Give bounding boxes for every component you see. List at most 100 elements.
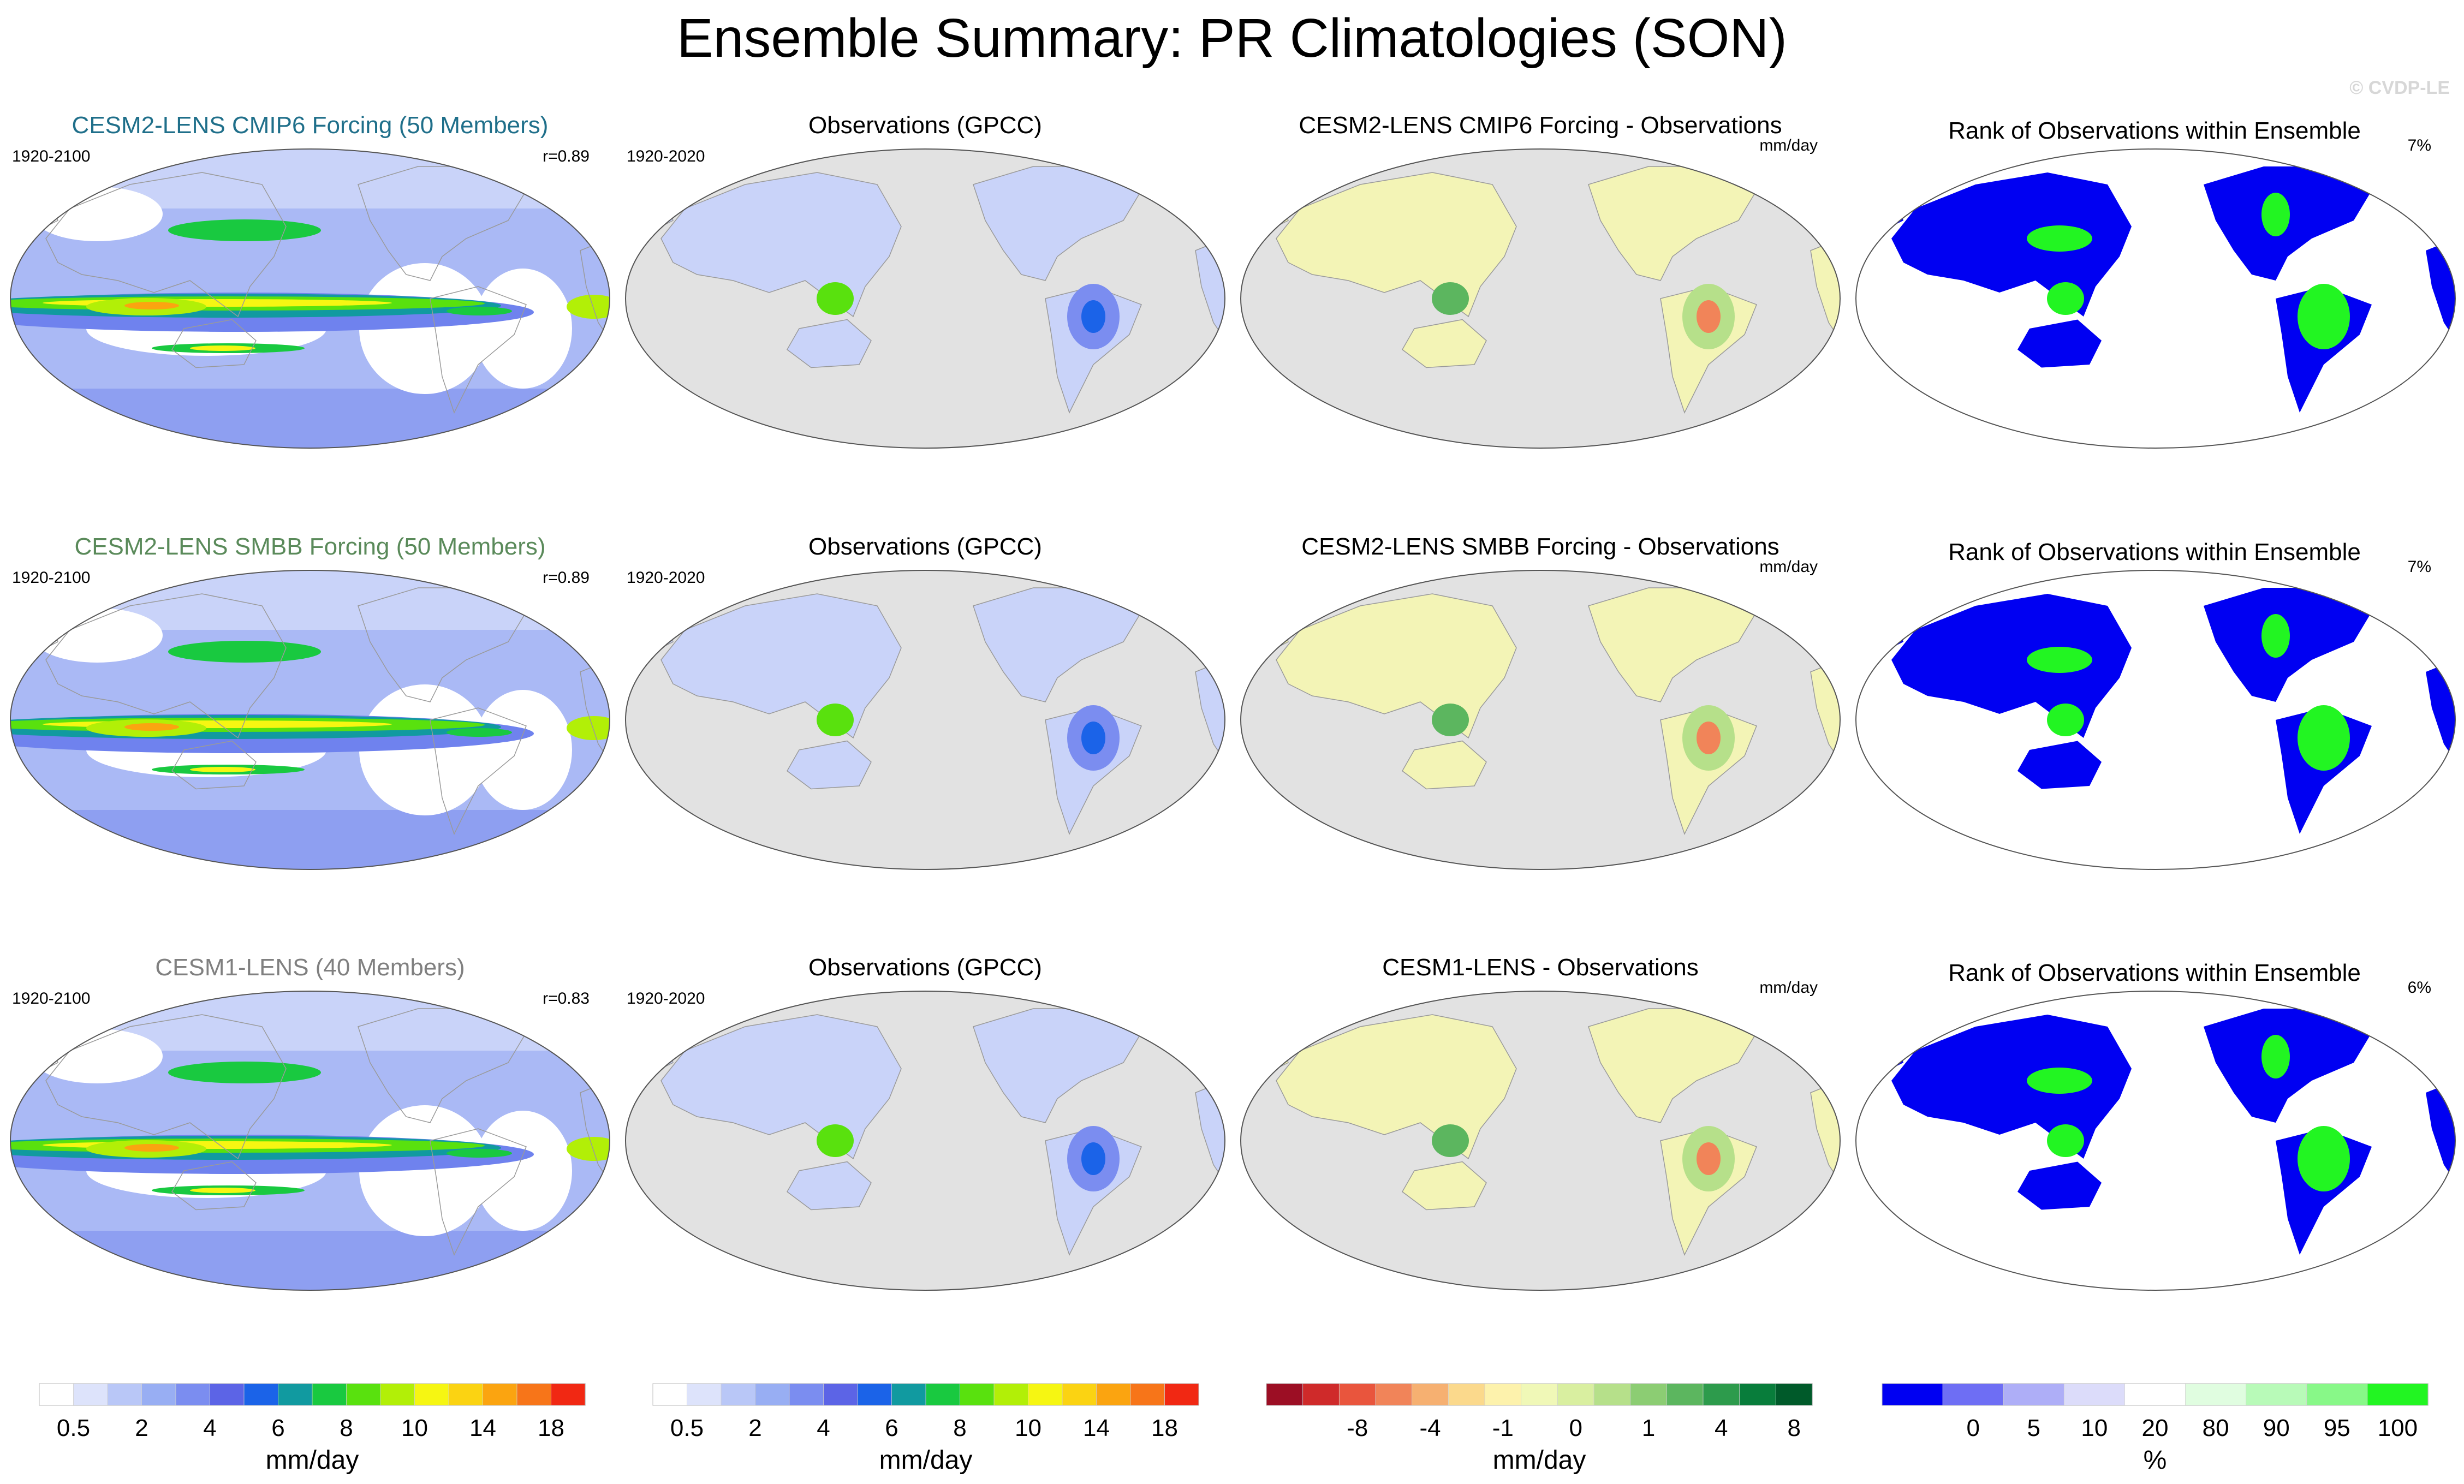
colorbar-swatch bbox=[823, 1383, 858, 1406]
colorbar-swatch bbox=[107, 1383, 142, 1406]
colorbar-tick-label: 6 bbox=[885, 1415, 898, 1441]
map-panel bbox=[10, 991, 610, 1291]
colorbar-swatch bbox=[721, 1383, 756, 1406]
model-years: 1920-2100 bbox=[12, 569, 90, 587]
colorbar-units-label: mm/day bbox=[879, 1446, 973, 1475]
colorbar-swatch bbox=[1448, 1383, 1485, 1406]
colorbar-swatch bbox=[1164, 1383, 1199, 1406]
pattern-correlation: r=0.89 bbox=[543, 147, 590, 165]
colorbar-tick-label: 8 bbox=[340, 1415, 353, 1441]
rank-percentage: 6% bbox=[2408, 979, 2431, 997]
rank-title: Rank of Observations within Ensemble bbox=[1948, 959, 2361, 986]
colorbar-tick-label: 0 bbox=[1966, 1415, 1979, 1441]
colorbar-swatch bbox=[380, 1383, 415, 1406]
colorbar: -8 -4 -1 0 1 4 8 mm/day bbox=[1266, 1383, 1813, 1475]
rank-field bbox=[1856, 570, 2455, 869]
colorbar-units-label: mm/day bbox=[266, 1446, 359, 1475]
colorbar-swatch bbox=[857, 1383, 892, 1406]
diff-units: mm/day bbox=[1759, 136, 1818, 154]
diff-title: CESM1-LENS - Observations bbox=[1382, 954, 1699, 981]
colorbar-tick-label: 0 bbox=[1569, 1415, 1582, 1441]
colorbar-tick-label: 0.5 bbox=[670, 1415, 704, 1441]
colorbar-tick-label: 1 bbox=[1642, 1415, 1655, 1441]
colorbar-swatch bbox=[755, 1383, 790, 1406]
map-panel bbox=[625, 570, 1225, 870]
colorbar-swatch bbox=[39, 1383, 74, 1406]
rank-title: Rank of Observations within Ensemble bbox=[1948, 539, 2361, 565]
colorbar-units-label: % bbox=[2144, 1446, 2167, 1475]
colorbar-swatch bbox=[1096, 1383, 1131, 1406]
obs-field bbox=[626, 570, 1225, 869]
colorbar-swatch bbox=[1338, 1383, 1376, 1406]
colorbar-tick-label: 18 bbox=[538, 1415, 564, 1441]
colorbar-swatch bbox=[1739, 1383, 1777, 1406]
colorbar-swatch bbox=[1266, 1383, 1304, 1406]
colorbar-swatch bbox=[1412, 1383, 1449, 1406]
colorbar-tick-label: 0.5 bbox=[57, 1415, 90, 1441]
map-panel bbox=[10, 570, 610, 870]
colorbar-tick-label: 4 bbox=[203, 1415, 216, 1441]
colorbar-swatch bbox=[687, 1383, 722, 1406]
colorbar-swatch bbox=[1521, 1383, 1558, 1406]
pattern-correlation: r=0.89 bbox=[543, 569, 590, 587]
colorbar-swatch bbox=[1593, 1383, 1631, 1406]
obs-title: Observations (GPCC) bbox=[808, 954, 1042, 981]
colorbar-swatch bbox=[175, 1383, 211, 1406]
colorbar-swatch bbox=[2246, 1383, 2307, 1406]
map-panel bbox=[625, 991, 1225, 1291]
diff-title: CESM2-LENS CMIP6 Forcing - Observations bbox=[1299, 112, 1782, 139]
colorbar-units-label: mm/day bbox=[1493, 1446, 1586, 1475]
model-field bbox=[10, 149, 610, 448]
colorbar-tick-label: 2 bbox=[135, 1415, 148, 1441]
colorbar-swatch bbox=[2306, 1383, 2368, 1406]
colorbar-swatch bbox=[1775, 1383, 1813, 1406]
obs-years: 1920-2020 bbox=[627, 147, 705, 165]
colorbar-tick-label: 4 bbox=[1715, 1415, 1728, 1441]
colorbar-swatch bbox=[1028, 1383, 1063, 1406]
colorbar-tick-label: 20 bbox=[2142, 1415, 2169, 1441]
colorbar-swatch bbox=[993, 1383, 1029, 1406]
colorbar-tick-label: 10 bbox=[401, 1415, 428, 1441]
colorbar-swatch bbox=[448, 1383, 484, 1406]
model-field bbox=[10, 570, 610, 869]
colorbar-swatch bbox=[1942, 1383, 2004, 1406]
colorbar-swatch bbox=[551, 1383, 586, 1406]
pattern-correlation: r=0.83 bbox=[543, 990, 590, 1008]
colorbar-tick-label: -8 bbox=[1347, 1415, 1368, 1441]
colorbar-swatch bbox=[2003, 1383, 2065, 1406]
map-panel bbox=[1240, 570, 1841, 870]
colorbar-swatch bbox=[925, 1383, 961, 1406]
model-title: CESM2-LENS SMBB Forcing (50 Members) bbox=[74, 533, 545, 560]
colorbar-swatch bbox=[278, 1383, 313, 1406]
colorbar-tick-label: 6 bbox=[271, 1415, 284, 1441]
colorbar-swatch bbox=[312, 1383, 347, 1406]
colorbar-swatch bbox=[789, 1383, 824, 1406]
colorbar-swatch bbox=[346, 1383, 381, 1406]
map-panel bbox=[1855, 148, 2456, 449]
obs-title: Observations (GPCC) bbox=[808, 112, 1042, 139]
rank-title: Rank of Observations within Ensemble bbox=[1948, 117, 2361, 144]
colorbar-swatch bbox=[2185, 1383, 2247, 1406]
model-years: 1920-2100 bbox=[12, 147, 90, 165]
colorbar-swatch bbox=[210, 1383, 245, 1406]
colorbar-swatch bbox=[2367, 1383, 2429, 1406]
colorbar-swatch bbox=[516, 1383, 552, 1406]
colorbar-tick-label: -1 bbox=[1492, 1415, 1514, 1441]
colorbar-swatch bbox=[1375, 1383, 1413, 1406]
colorbar-swatch bbox=[1630, 1383, 1668, 1406]
colorbar-swatch bbox=[1062, 1383, 1097, 1406]
obs-years: 1920-2020 bbox=[627, 569, 705, 587]
colorbar-tick-label: 10 bbox=[1015, 1415, 1041, 1441]
colorbar-tick-label: 18 bbox=[1151, 1415, 1178, 1441]
colorbar-swatch bbox=[73, 1383, 108, 1406]
colorbar-swatch bbox=[243, 1383, 279, 1406]
map-panel bbox=[1855, 570, 2456, 870]
obs-field bbox=[626, 149, 1225, 448]
obs-years: 1920-2020 bbox=[627, 990, 705, 1008]
colorbar-tick-label: 14 bbox=[1083, 1415, 1110, 1441]
colorbar-tick-label: 8 bbox=[1787, 1415, 1800, 1441]
colorbar-swatch bbox=[2124, 1383, 2186, 1406]
colorbar-swatch bbox=[1882, 1383, 1944, 1406]
colorbar-swatch bbox=[1703, 1383, 1740, 1406]
colorbar-swatch bbox=[891, 1383, 926, 1406]
